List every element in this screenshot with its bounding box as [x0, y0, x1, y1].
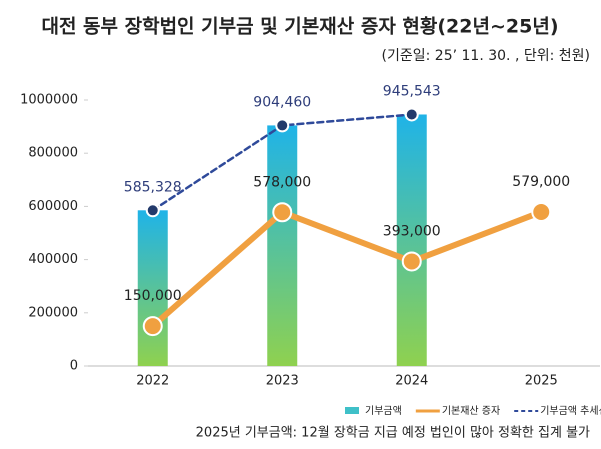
- y-tick-label: 0: [70, 359, 78, 374]
- y-tick-label: 800000: [28, 146, 78, 161]
- y-tick-label: 600000: [28, 199, 78, 214]
- value-label: 150,000: [124, 288, 182, 304]
- legend-label: 기부금액: [365, 405, 402, 417]
- bar: [267, 125, 298, 367]
- note: 2025년 기부금액: 12월 장학금 지급 예정 법인이 많아 정확한 집계 …: [196, 426, 590, 441]
- chart-subtitle: (기준일: 25’ 11. 30. , 단위: 천원): [382, 48, 590, 64]
- point: [272, 202, 293, 223]
- x-tick-label: 2022: [136, 374, 169, 389]
- point: [531, 201, 552, 222]
- y-tick-label: 1000000: [20, 93, 78, 108]
- y-tick-label: 400000: [28, 252, 78, 267]
- bar: [137, 210, 168, 366]
- point: [404, 107, 419, 122]
- value-label: 945,543: [383, 83, 441, 99]
- chart-title: 대전 동부 장학법인 기부금 및 기본재산 증자 현황(22년~25년): [41, 15, 558, 38]
- bar: [396, 114, 427, 366]
- value-label: 578,000: [253, 174, 311, 190]
- y-tick-label: 200000: [28, 305, 78, 320]
- value-label: 579,000: [512, 174, 570, 190]
- x-tick-label: 2025: [525, 374, 558, 389]
- point: [145, 203, 160, 218]
- line: [149, 208, 545, 330]
- x-tick-label: 2023: [266, 374, 299, 389]
- legend-label: 기본재산 증자: [442, 405, 500, 417]
- x-tick-label: 2024: [395, 374, 428, 389]
- point: [401, 251, 422, 272]
- point: [142, 316, 163, 337]
- value-label: 393,000: [383, 223, 441, 239]
- value-label: 585,328: [124, 179, 182, 195]
- value-label: 904,460: [253, 94, 311, 110]
- legend-label: 기부금액 추세선: [540, 405, 601, 417]
- point: [275, 118, 290, 133]
- legend-swatch: [345, 407, 359, 414]
